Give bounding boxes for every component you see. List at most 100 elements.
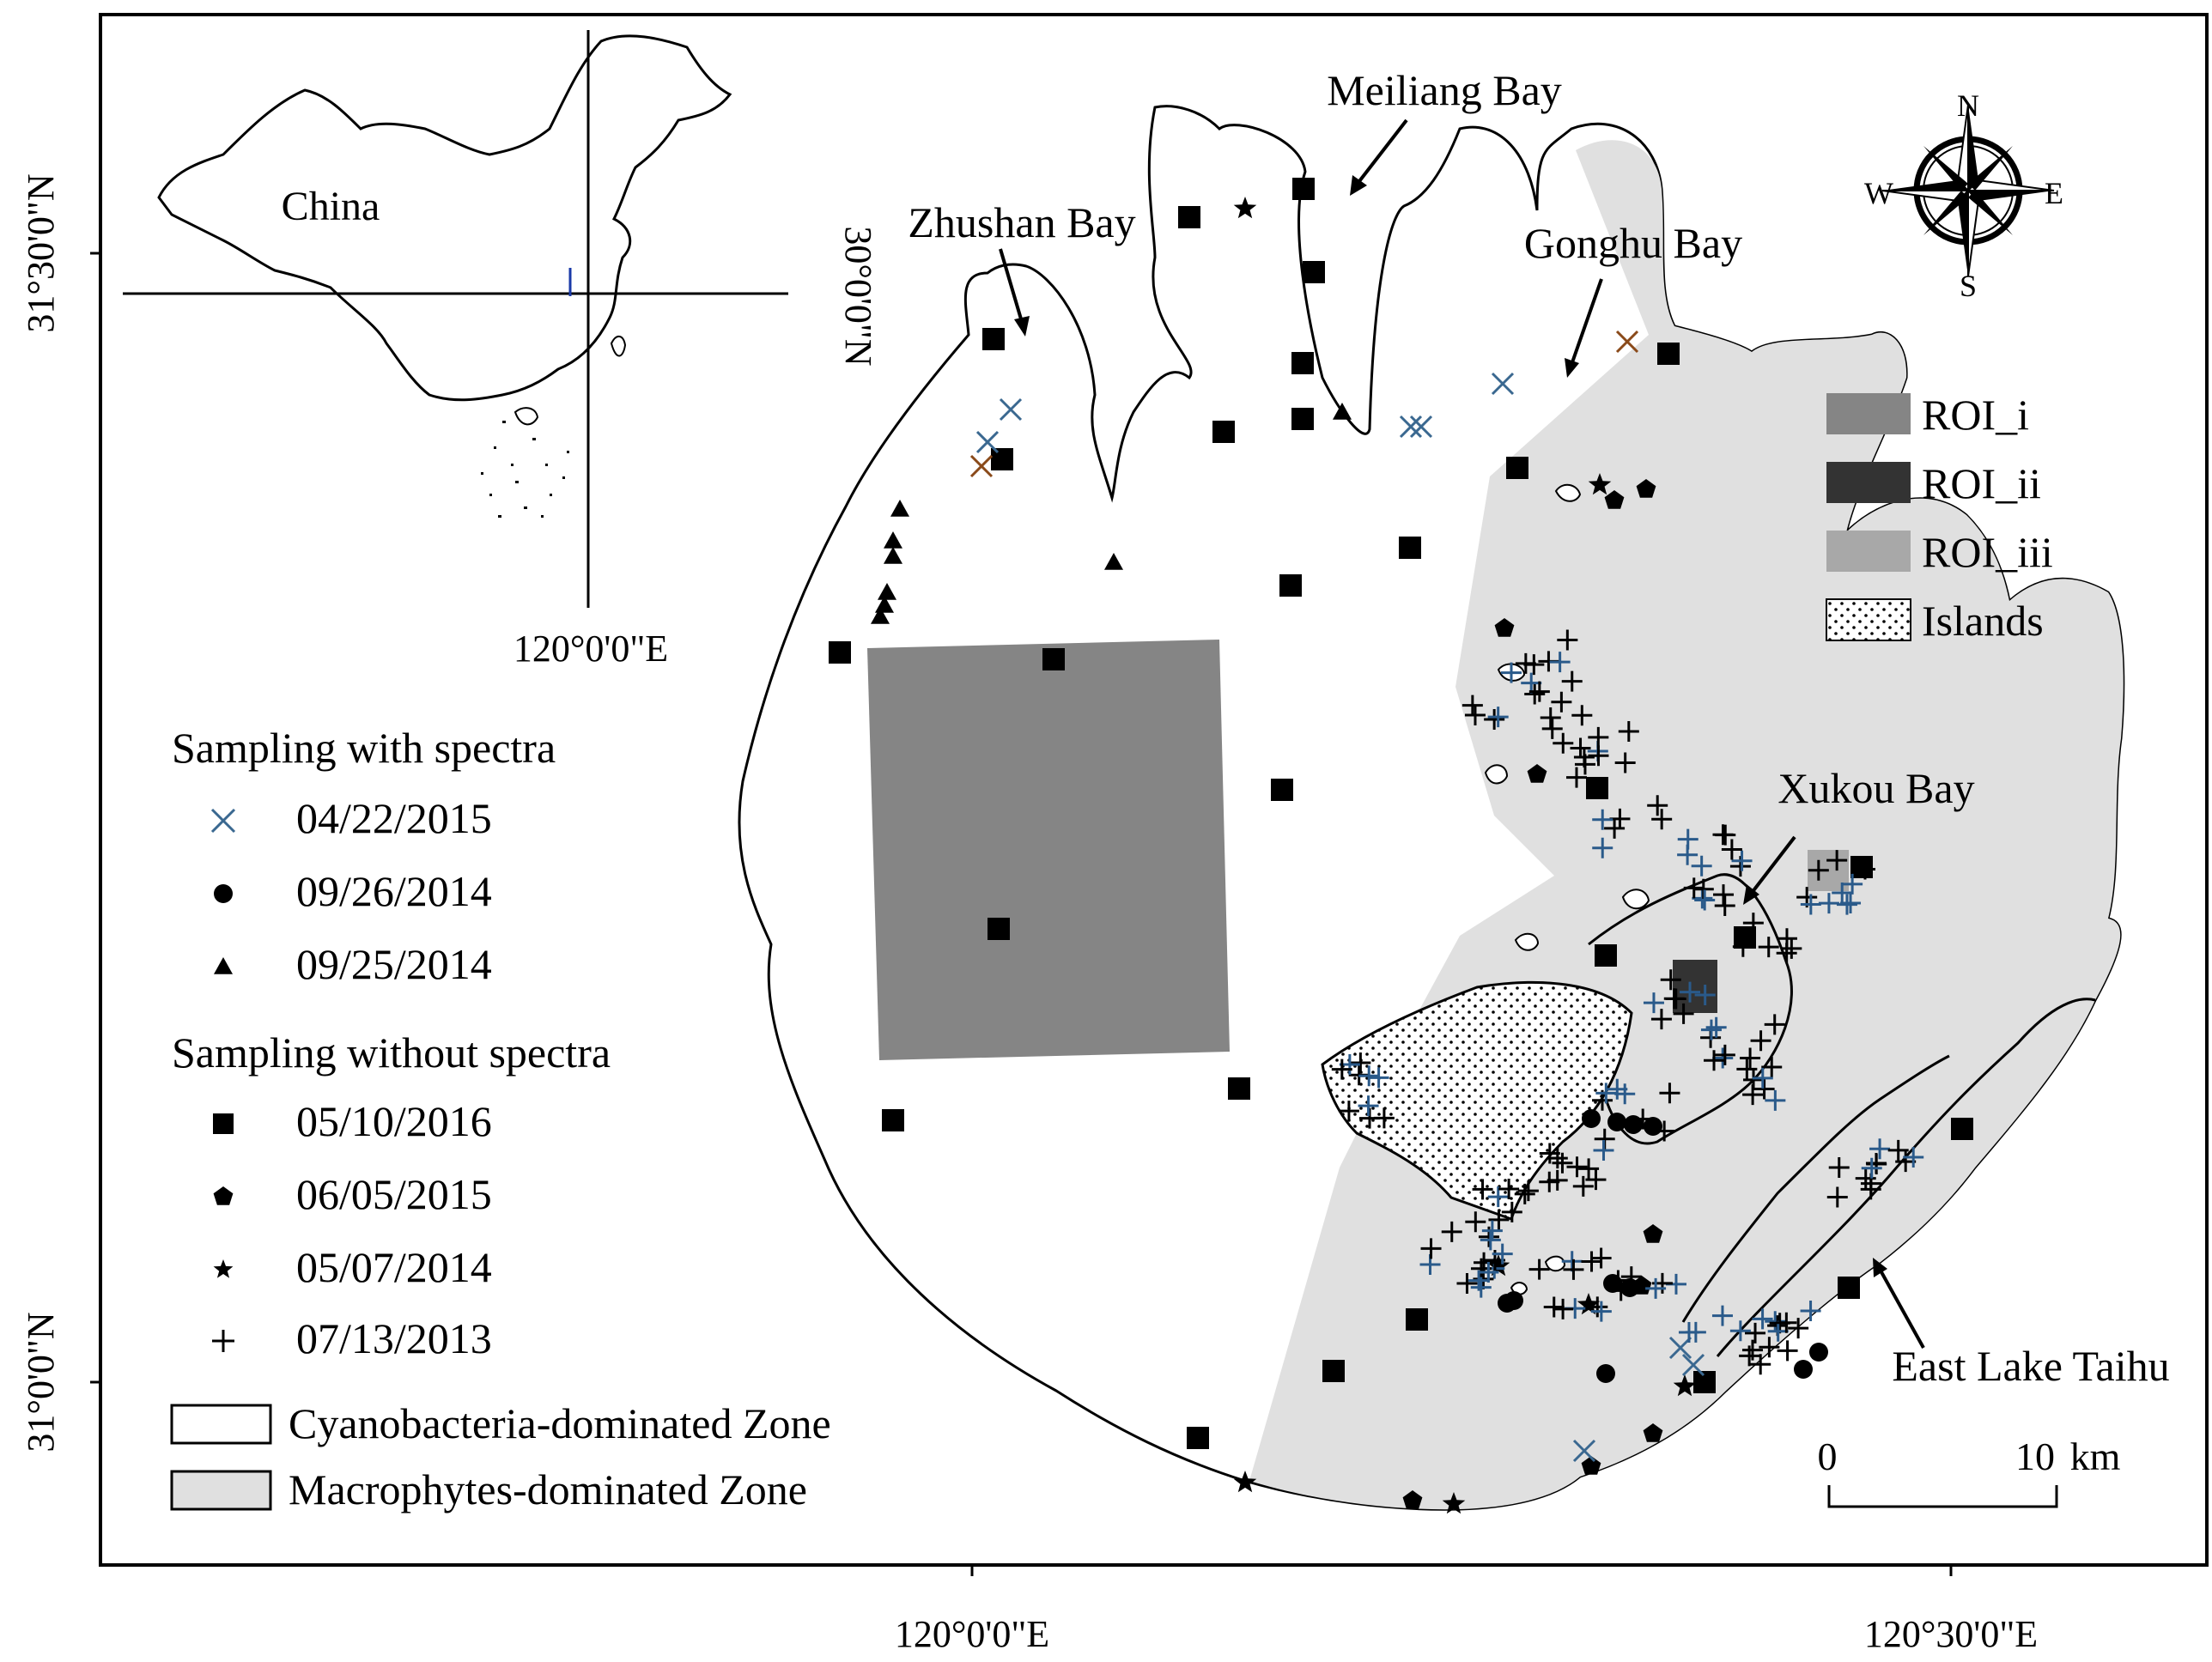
roi-ii-swatch	[1826, 462, 1911, 503]
circle-marker	[1596, 1364, 1615, 1383]
plus-marker	[1539, 1171, 1560, 1192]
plus-marker	[1595, 1083, 1617, 1104]
legend-with-spectra-title: Sampling with spectra	[172, 724, 556, 772]
plus-marker	[1828, 1156, 1850, 1178]
plus-marker	[1609, 808, 1631, 829]
plus-marker	[1869, 1138, 1891, 1160]
plus-marker	[1860, 1179, 1881, 1200]
plus-marker	[1752, 1308, 1773, 1330]
plus-marker	[1578, 1158, 1600, 1180]
plus-marker	[1468, 1270, 1490, 1291]
plus-marker	[1651, 809, 1673, 830]
legend-date-label: 09/25/2014	[296, 940, 492, 988]
plus-marker	[1826, 1186, 1848, 1208]
legend-date-label: 09/26/2014	[296, 867, 492, 915]
plus-marker	[1736, 1058, 1758, 1080]
plus-marker	[1750, 1354, 1771, 1375]
plus-marker	[1861, 1157, 1882, 1179]
coordinate-ticks	[90, 252, 1953, 1576]
plus-marker	[1855, 858, 1875, 880]
star-marker	[1233, 197, 1257, 219]
square-marker	[1292, 178, 1315, 200]
plus-marker	[1540, 707, 1561, 729]
plus-marker	[1731, 850, 1753, 871]
xukou-bay-label: Xukou Bay	[1778, 764, 1974, 812]
plus-marker	[1712, 1047, 1734, 1069]
macrophytes-zone-swatch	[170, 1470, 272, 1511]
plus-marker	[1694, 889, 1716, 911]
star-marker	[213, 1259, 234, 1278]
sample-markers	[829, 178, 1973, 1514]
square-marker	[1506, 457, 1528, 479]
plus-marker	[1665, 988, 1686, 1010]
plus-marker	[1647, 795, 1668, 816]
plus-marker	[1478, 1261, 1499, 1283]
square-marker	[1228, 1077, 1250, 1100]
plus-marker	[1761, 1056, 1783, 1077]
plus-marker	[1553, 732, 1574, 754]
lon-label-right: 120°30'0"E	[1864, 1613, 2038, 1655]
inset-lat-label: 30°0'0"N	[837, 226, 879, 366]
square-marker	[1693, 1371, 1716, 1393]
meiliang-bay-label: Meiliang Bay	[1327, 66, 1562, 114]
square-marker	[829, 641, 851, 664]
plus-marker	[1610, 1280, 1632, 1301]
triangle-marker	[884, 547, 902, 564]
plus-marker	[1561, 1251, 1583, 1272]
plus-marker	[1800, 1300, 1821, 1321]
plus-marker	[1903, 1147, 1924, 1168]
square-marker	[1187, 1427, 1209, 1449]
lat-label-top: 31°30'0"N	[20, 173, 62, 332]
plus-marker	[1776, 1312, 1797, 1333]
pentagon-marker	[1494, 618, 1515, 637]
cyanobacteria-zone-label: Cyanobacteria-dominated Zone	[289, 1399, 831, 1447]
south-china-sea-islands	[481, 421, 569, 518]
cross-marker	[1572, 1439, 1596, 1463]
plus-marker	[1887, 1139, 1909, 1161]
plus-marker	[1620, 1266, 1642, 1288]
plus-marker	[1368, 1067, 1389, 1089]
plus-marker	[1777, 1340, 1798, 1362]
triangle-marker	[214, 957, 233, 974]
square-marker	[1951, 1118, 1973, 1140]
plus-marker	[1481, 1220, 1503, 1241]
plus-marker	[212, 1330, 234, 1352]
plus-marker	[1488, 1209, 1510, 1230]
plus-marker	[1528, 1259, 1550, 1280]
cross-marker	[975, 430, 1000, 454]
plus-marker	[1465, 1211, 1486, 1233]
lon-label-left: 120°0'0"E	[895, 1613, 1049, 1655]
plus-marker	[1700, 1019, 1722, 1040]
plus-marker	[1480, 1229, 1501, 1251]
plus-marker	[1745, 1322, 1766, 1344]
lat-label-bottom: 31°0'0"N	[20, 1312, 62, 1452]
square-marker	[882, 1109, 904, 1131]
plus-marker	[1592, 809, 1613, 830]
roi-i-label: ROI_i	[1922, 391, 2029, 439]
plus-marker	[1759, 1337, 1780, 1358]
pentagon-marker	[1636, 479, 1656, 498]
plus-marker	[1590, 1247, 1612, 1269]
pentagon-marker	[1643, 1224, 1663, 1243]
triangle-marker	[890, 500, 909, 517]
plus-marker	[1826, 850, 1848, 871]
plus-marker	[1632, 1108, 1654, 1130]
square-marker	[1279, 574, 1302, 597]
legend-without-spectra-title: Sampling without spectra	[172, 1028, 611, 1077]
small-island	[1621, 889, 1650, 910]
triangle-marker	[878, 583, 896, 600]
legend-date-label: 05/07/2014	[296, 1243, 492, 1291]
plus-marker	[1818, 893, 1839, 914]
islands-swatch	[1826, 598, 1911, 641]
small-island	[1554, 483, 1582, 502]
square-marker	[1850, 856, 1873, 878]
circle-marker	[1620, 1278, 1639, 1297]
square-marker	[1586, 777, 1608, 799]
roi-iii-swatch	[1826, 531, 1911, 572]
plus-marker	[1840, 893, 1862, 914]
plus-marker	[1492, 1243, 1513, 1265]
plus-marker	[1464, 705, 1486, 726]
plus-marker	[1607, 1270, 1629, 1291]
plus-marker	[1842, 873, 1863, 895]
plus-marker	[1501, 662, 1522, 683]
